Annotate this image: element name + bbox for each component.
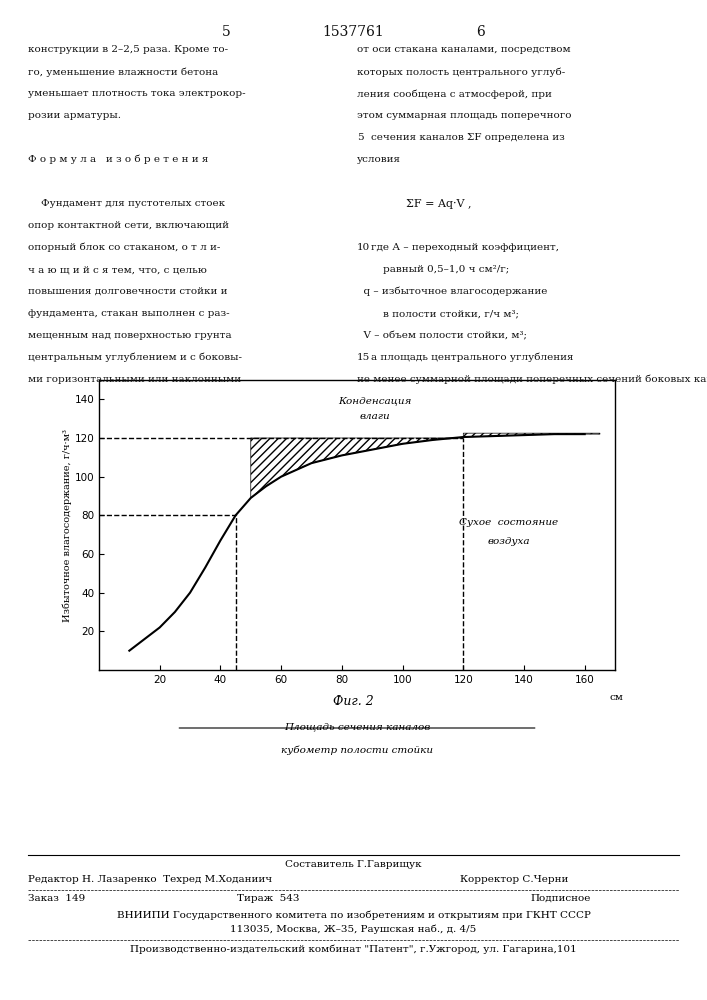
Text: Фундамент для пустотелых стоек: Фундамент для пустотелых стоек bbox=[28, 199, 226, 208]
Text: уменьшает плотность тока электрокор-: уменьшает плотность тока электрокор- bbox=[28, 89, 246, 98]
Text: где А – переходный коэффициент,: где А – переходный коэффициент, bbox=[371, 243, 559, 252]
Text: 10: 10 bbox=[357, 243, 370, 252]
Text: повышения долговечности стойки и: повышения долговечности стойки и bbox=[28, 287, 228, 296]
Text: ΣF = Aq·V ,: ΣF = Aq·V , bbox=[357, 199, 472, 209]
Text: Конденсация: Конденсация bbox=[339, 396, 412, 405]
Text: q – избыточное влагосодержание: q – избыточное влагосодержание bbox=[357, 287, 547, 296]
Text: 5: 5 bbox=[222, 25, 230, 39]
Text: 5: 5 bbox=[357, 133, 363, 142]
Text: 6: 6 bbox=[477, 25, 485, 39]
Text: ми горизонтальными или наклонными: ми горизонтальными или наклонными bbox=[28, 375, 241, 384]
Text: ления сообщена с атмосферой, при: ления сообщена с атмосферой, при bbox=[357, 89, 552, 99]
Text: которых полость центрального углуб-: которых полость центрального углуб- bbox=[357, 67, 566, 77]
Text: Фиг. 2: Фиг. 2 bbox=[333, 695, 374, 708]
Text: Подписное: Подписное bbox=[530, 894, 590, 903]
Text: воздуха: воздуха bbox=[488, 537, 530, 546]
Text: V – объем полости стойки, м³;: V – объем полости стойки, м³; bbox=[357, 331, 527, 340]
Text: см: см bbox=[609, 693, 623, 702]
Text: Редактор Н. Лазаренко  Техред М.Ходаниич: Редактор Н. Лазаренко Техред М.Ходаниич bbox=[28, 875, 272, 884]
Text: Заказ  149: Заказ 149 bbox=[28, 894, 86, 903]
Text: Сухое  состояние: Сухое состояние bbox=[460, 518, 559, 527]
Text: розии арматуры.: розии арматуры. bbox=[28, 111, 122, 120]
Text: опорный блок со стаканом, о т л и-: опорный блок со стаканом, о т л и- bbox=[28, 243, 221, 252]
Text: Составитель Г.Гаврищук: Составитель Г.Гаврищук bbox=[285, 860, 422, 869]
Text: Площадь сечения каналов: Площадь сечения каналов bbox=[284, 722, 430, 731]
Text: в полости стойки, г/ч м³;: в полости стойки, г/ч м³; bbox=[357, 309, 519, 318]
Text: равный 0,5–1,0 ч см²/г;: равный 0,5–1,0 ч см²/г; bbox=[357, 265, 509, 274]
Text: 1537761: 1537761 bbox=[322, 25, 385, 39]
Text: конструкции в 2–2,5 раза. Кроме то-: конструкции в 2–2,5 раза. Кроме то- bbox=[28, 45, 228, 54]
Text: го, уменьшение влажности бетона: го, уменьшение влажности бетона bbox=[28, 67, 218, 77]
Text: этом суммарная площадь поперечного: этом суммарная площадь поперечного bbox=[357, 111, 571, 120]
Y-axis label: Избыточное влагосодержание, г/ч·м³: Избыточное влагосодержание, г/ч·м³ bbox=[62, 428, 71, 621]
Text: Корректор С.Черни: Корректор С.Черни bbox=[460, 875, 568, 884]
Text: кубометр полости стойки: кубометр полости стойки bbox=[281, 745, 433, 755]
Text: Производственно-издательский комбинат "Патент", г.Ужгород, ул. Гагарина,101: Производственно-издательский комбинат "П… bbox=[130, 945, 577, 954]
Text: Тираж  543: Тираж 543 bbox=[238, 894, 300, 903]
Text: сечения каналов ΣF определена из: сечения каналов ΣF определена из bbox=[371, 133, 565, 142]
Text: центральным углублением и с боковы-: центральным углублением и с боковы- bbox=[28, 353, 243, 362]
Text: опор контактной сети, включающий: опор контактной сети, включающий bbox=[28, 221, 229, 230]
Text: фундамента, стакан выполнен с раз-: фундамента, стакан выполнен с раз- bbox=[28, 309, 230, 318]
Text: условия: условия bbox=[357, 155, 401, 164]
Text: мещенным над поверхностью грунта: мещенным над поверхностью грунта bbox=[28, 331, 232, 340]
Text: Ф о р м у л а   и з о б р е т е н и я: Ф о р м у л а и з о б р е т е н и я bbox=[28, 155, 209, 164]
Text: 113035, Москва, Ж–35, Раушская наб., д. 4/5: 113035, Москва, Ж–35, Раушская наб., д. … bbox=[230, 925, 477, 934]
Text: влаги: влаги bbox=[360, 412, 390, 421]
Text: 15: 15 bbox=[357, 353, 370, 362]
Text: от оси стакана каналами, посредством: от оси стакана каналами, посредством bbox=[357, 45, 571, 54]
Text: ВНИИПИ Государственного комитета по изобретениям и открытиям при ГКНТ СССР: ВНИИПИ Государственного комитета по изоб… bbox=[117, 910, 590, 920]
Text: ч а ю щ и й с я тем, что, с целью: ч а ю щ и й с я тем, что, с целью bbox=[28, 265, 207, 274]
Text: не менее суммарной площади поперечных сечений боковых каналов.: не менее суммарной площади поперечных се… bbox=[357, 375, 707, 384]
Text: а площадь центрального углубления: а площадь центрального углубления bbox=[371, 353, 573, 362]
